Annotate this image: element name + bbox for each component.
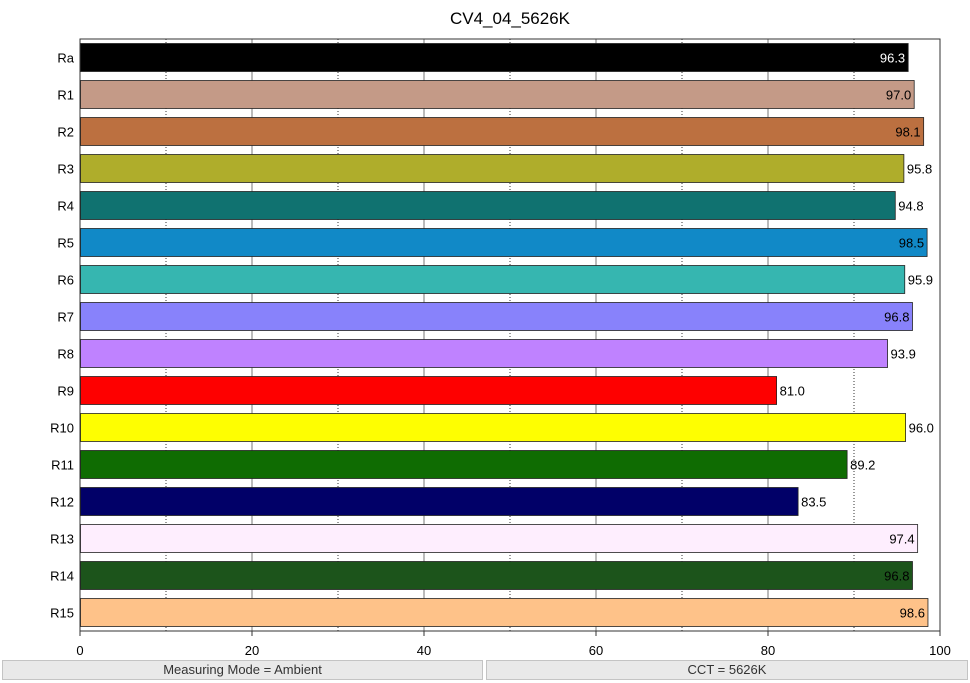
bar-r7 (80, 302, 913, 331)
chart: CV4_04_5626K Ra 96.3 R1 97.0 R2 98.1 R3 95.8 R4 94… (50, 9, 951, 658)
value-label: 83.5 (801, 495, 826, 510)
bar-r15 (80, 598, 929, 627)
category-label: R5 (57, 236, 74, 251)
value-label: 96.8 (884, 569, 909, 584)
category-label: R14 (50, 569, 74, 584)
bar-r12 (80, 487, 799, 516)
value-label: 97.0 (886, 88, 911, 103)
value-label: 93.9 (891, 347, 916, 362)
bar-r10 (80, 413, 906, 442)
bar-r11 (80, 450, 848, 479)
category-label: R4 (57, 199, 74, 214)
value-label: 98.1 (895, 125, 920, 140)
cct-status: CCT = 5626K (486, 660, 968, 680)
value-label: 89.2 (850, 458, 875, 473)
category-label: R9 (57, 384, 74, 399)
bar-r14 (80, 561, 913, 590)
x-tick-label: 20 (245, 643, 259, 658)
category-label: R13 (50, 532, 74, 547)
bar-r3 (80, 154, 905, 183)
bar-r13 (80, 524, 919, 553)
status-bar: Measuring Mode = Ambient CCT = 5626K (0, 659, 970, 683)
bar-r5 (80, 228, 928, 257)
x-tick-label: 0 (76, 643, 83, 658)
category-label: R8 (57, 347, 74, 362)
category-label: R12 (50, 495, 74, 510)
value-label: 96.8 (884, 310, 909, 325)
bar-ra (80, 43, 909, 72)
plot-frame (79, 38, 941, 632)
measuring-mode-status: Measuring Mode = Ambient (2, 660, 483, 680)
category-label: R15 (50, 606, 74, 621)
value-label: 81.0 (780, 384, 805, 399)
x-tick-label: 60 (589, 643, 603, 658)
bar-r8 (80, 339, 888, 368)
value-label: 96.0 (909, 421, 934, 436)
value-label: 95.8 (907, 162, 932, 177)
x-tick-label: 40 (417, 643, 431, 658)
value-label: 94.8 (898, 199, 923, 214)
category-label: Ra (57, 51, 74, 66)
bar-r1 (80, 80, 915, 109)
bar-r9 (80, 376, 777, 405)
category-label: R6 (57, 273, 74, 288)
category-label: R2 (57, 125, 74, 140)
x-tick-label: 80 (761, 643, 775, 658)
x-tick-label: 100 (929, 643, 951, 658)
value-label: 95.9 (908, 273, 933, 288)
bar-chart-svg: CV4_04_5626K Ra 96.3 R1 97.0 R2 98.1 R3 95.8 R4 94… (50, 9, 951, 658)
category-label: R10 (50, 421, 74, 436)
value-label: 98.5 (899, 236, 924, 251)
value-label: 96.3 (880, 51, 905, 66)
category-label: R11 (51, 458, 74, 473)
category-label: R7 (57, 310, 74, 325)
bar-r4 (80, 191, 896, 220)
value-label: 98.6 (900, 606, 925, 621)
bar-r6 (80, 265, 906, 294)
category-label: R3 (57, 162, 74, 177)
value-label: 97.4 (889, 532, 914, 547)
bar-r2 (80, 117, 925, 146)
category-label: R1 (57, 88, 74, 103)
chart-title: CV4_04_5626K (450, 9, 571, 28)
